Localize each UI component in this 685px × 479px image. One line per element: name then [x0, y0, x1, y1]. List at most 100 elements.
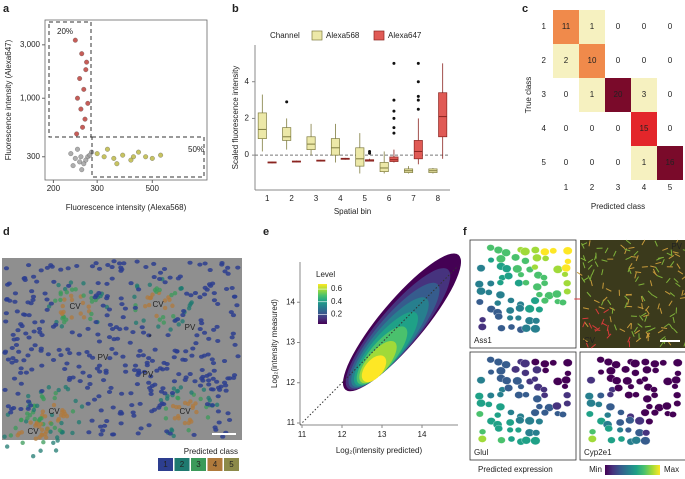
fiber [587, 258, 594, 264]
cell-dot [219, 262, 225, 267]
cell-dot [207, 283, 214, 288]
cell-dot [116, 261, 123, 266]
cell-dot [120, 315, 126, 320]
cell-label: 20 [614, 90, 623, 99]
box [438, 92, 448, 138]
cell-dot [100, 378, 107, 383]
cell-dot [65, 266, 71, 271]
fiber [588, 240, 591, 247]
fiber [669, 292, 676, 297]
cell-dot [197, 383, 204, 388]
legend-swatch [224, 458, 239, 471]
fiber [582, 255, 586, 262]
cell-dot [146, 333, 152, 338]
fiber [590, 280, 593, 287]
cell-dot [216, 420, 222, 425]
cell-dot [62, 366, 68, 371]
fiber [637, 306, 644, 310]
cell-dot [111, 259, 117, 264]
point [78, 106, 84, 112]
cell-dot [37, 435, 42, 440]
cell [552, 402, 562, 411]
cell-dot [141, 318, 146, 323]
fiber [649, 280, 653, 287]
cell-dot [149, 383, 155, 388]
plot-frame [44, 19, 208, 181]
point [158, 152, 164, 158]
region-label: CV [48, 407, 60, 416]
cell-dot [127, 340, 133, 345]
box [257, 112, 267, 139]
cell [530, 436, 541, 445]
cell-label: 0 [668, 22, 673, 31]
point [79, 51, 85, 57]
cell-dot [39, 363, 45, 368]
cell-dot [192, 379, 198, 384]
point [111, 155, 117, 161]
cell-dot [180, 319, 185, 324]
fiber [635, 271, 642, 274]
cell [524, 304, 535, 314]
cell [493, 358, 503, 366]
annotation: 50% [188, 145, 204, 154]
cell [542, 255, 550, 262]
cell-dot [37, 330, 43, 335]
cell-dot [37, 424, 42, 429]
point [80, 124, 86, 130]
fiber [589, 274, 593, 281]
cell-label: 0 [590, 124, 595, 133]
cell-dot [189, 300, 194, 305]
cell [494, 300, 502, 307]
cell [588, 435, 597, 443]
fiber [670, 261, 675, 267]
x-tick-label: 12 [338, 430, 347, 439]
cell-dot [188, 399, 193, 404]
cell [535, 306, 544, 313]
cell-dot [128, 281, 134, 286]
colorbar-label: 0.2 [331, 310, 343, 319]
cell [579, 44, 605, 78]
cell [650, 409, 659, 417]
cell-dot [136, 287, 142, 292]
outlier [285, 100, 289, 104]
cell-dot [29, 367, 35, 372]
cell-dot [188, 293, 194, 298]
cell-dot [197, 262, 203, 267]
cell-dot [96, 266, 103, 271]
contour [361, 355, 387, 383]
cell-dot [96, 339, 103, 344]
cell-dot [34, 279, 40, 284]
cell-dot [198, 318, 204, 323]
fiber [657, 303, 660, 310]
cell-dot [76, 364, 82, 369]
cell-dot [18, 370, 24, 375]
cell [562, 246, 573, 255]
cell-dot [169, 428, 175, 433]
y-tick-label: 1,000 [20, 93, 41, 102]
cell-dot [108, 385, 114, 390]
cell [532, 283, 542, 291]
cell-dot [165, 396, 170, 401]
cell [532, 253, 542, 262]
cell [549, 247, 557, 254]
fiber [650, 265, 657, 268]
cell [671, 383, 679, 390]
x-tick-label: 300 [90, 184, 104, 193]
cell [497, 324, 506, 332]
point [85, 100, 91, 106]
point [128, 157, 134, 163]
cell-dot [18, 322, 24, 327]
cell [669, 411, 677, 418]
cell-dot [38, 268, 44, 273]
y-axis-label: Log₂(intensity measured) [270, 299, 279, 388]
cell-dot [169, 391, 176, 396]
cell-dot [59, 324, 65, 329]
cell [520, 247, 531, 256]
cell-dot [2, 350, 8, 355]
cell [553, 377, 563, 386]
cell [487, 280, 495, 287]
cell-dot [132, 363, 139, 368]
cell [657, 78, 683, 112]
legend-label: 4 [213, 460, 218, 469]
cell-dot [206, 395, 211, 401]
